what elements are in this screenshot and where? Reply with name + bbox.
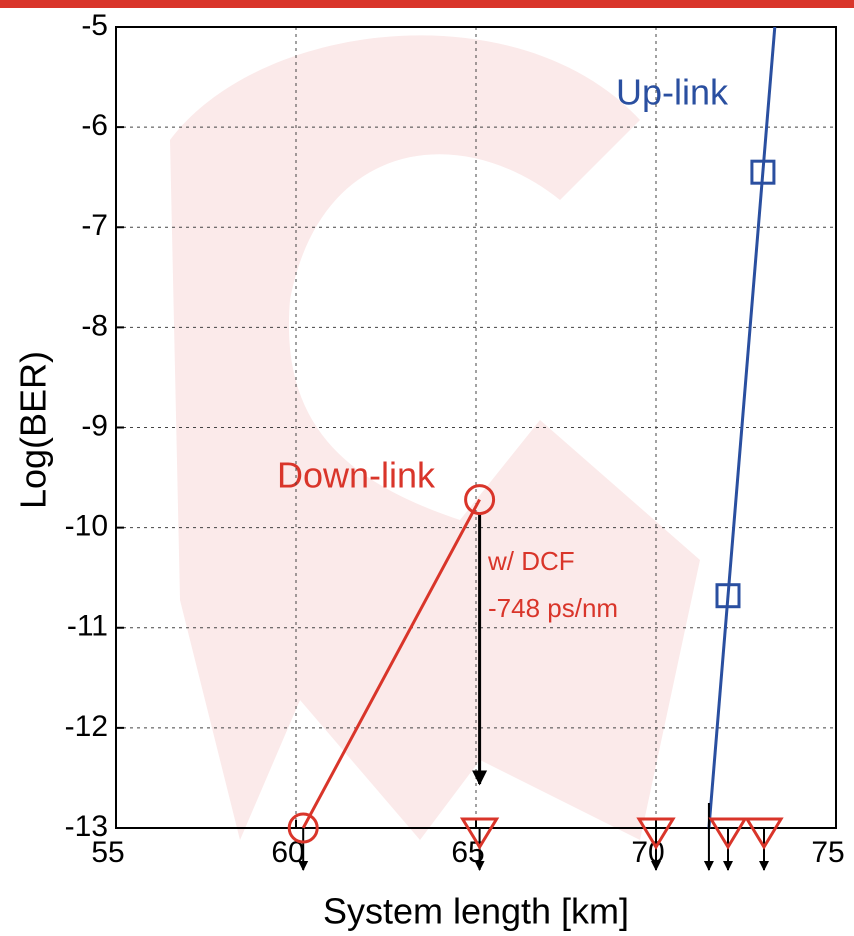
x-tick-label: 55	[91, 836, 124, 869]
header-bar	[0, 0, 854, 8]
y-tick-label: -7	[81, 209, 108, 242]
y-tick-label: -11	[67, 610, 108, 643]
series-label: Down-link	[277, 455, 436, 496]
y-tick-label: -12	[65, 710, 108, 743]
annotation: w/ DCF	[487, 546, 575, 576]
y-axis-label: Log(BER)	[13, 351, 54, 509]
x-tick-label: 75	[811, 836, 844, 869]
series-label: Up-link	[616, 72, 729, 113]
y-tick-label: -5	[81, 9, 108, 42]
y-tick-label: -9	[81, 409, 108, 442]
y-tick-label: -6	[81, 109, 108, 142]
chart: Log(BER) System length [km] Up-link Down…	[0, 0, 854, 936]
annotation: -748 ps/nm	[488, 593, 618, 623]
y-tick-label: -8	[81, 309, 108, 342]
watermark	[170, 35, 700, 840]
x-axis-label: System length [km]	[323, 891, 629, 932]
y-tick-label: -10	[65, 510, 108, 543]
